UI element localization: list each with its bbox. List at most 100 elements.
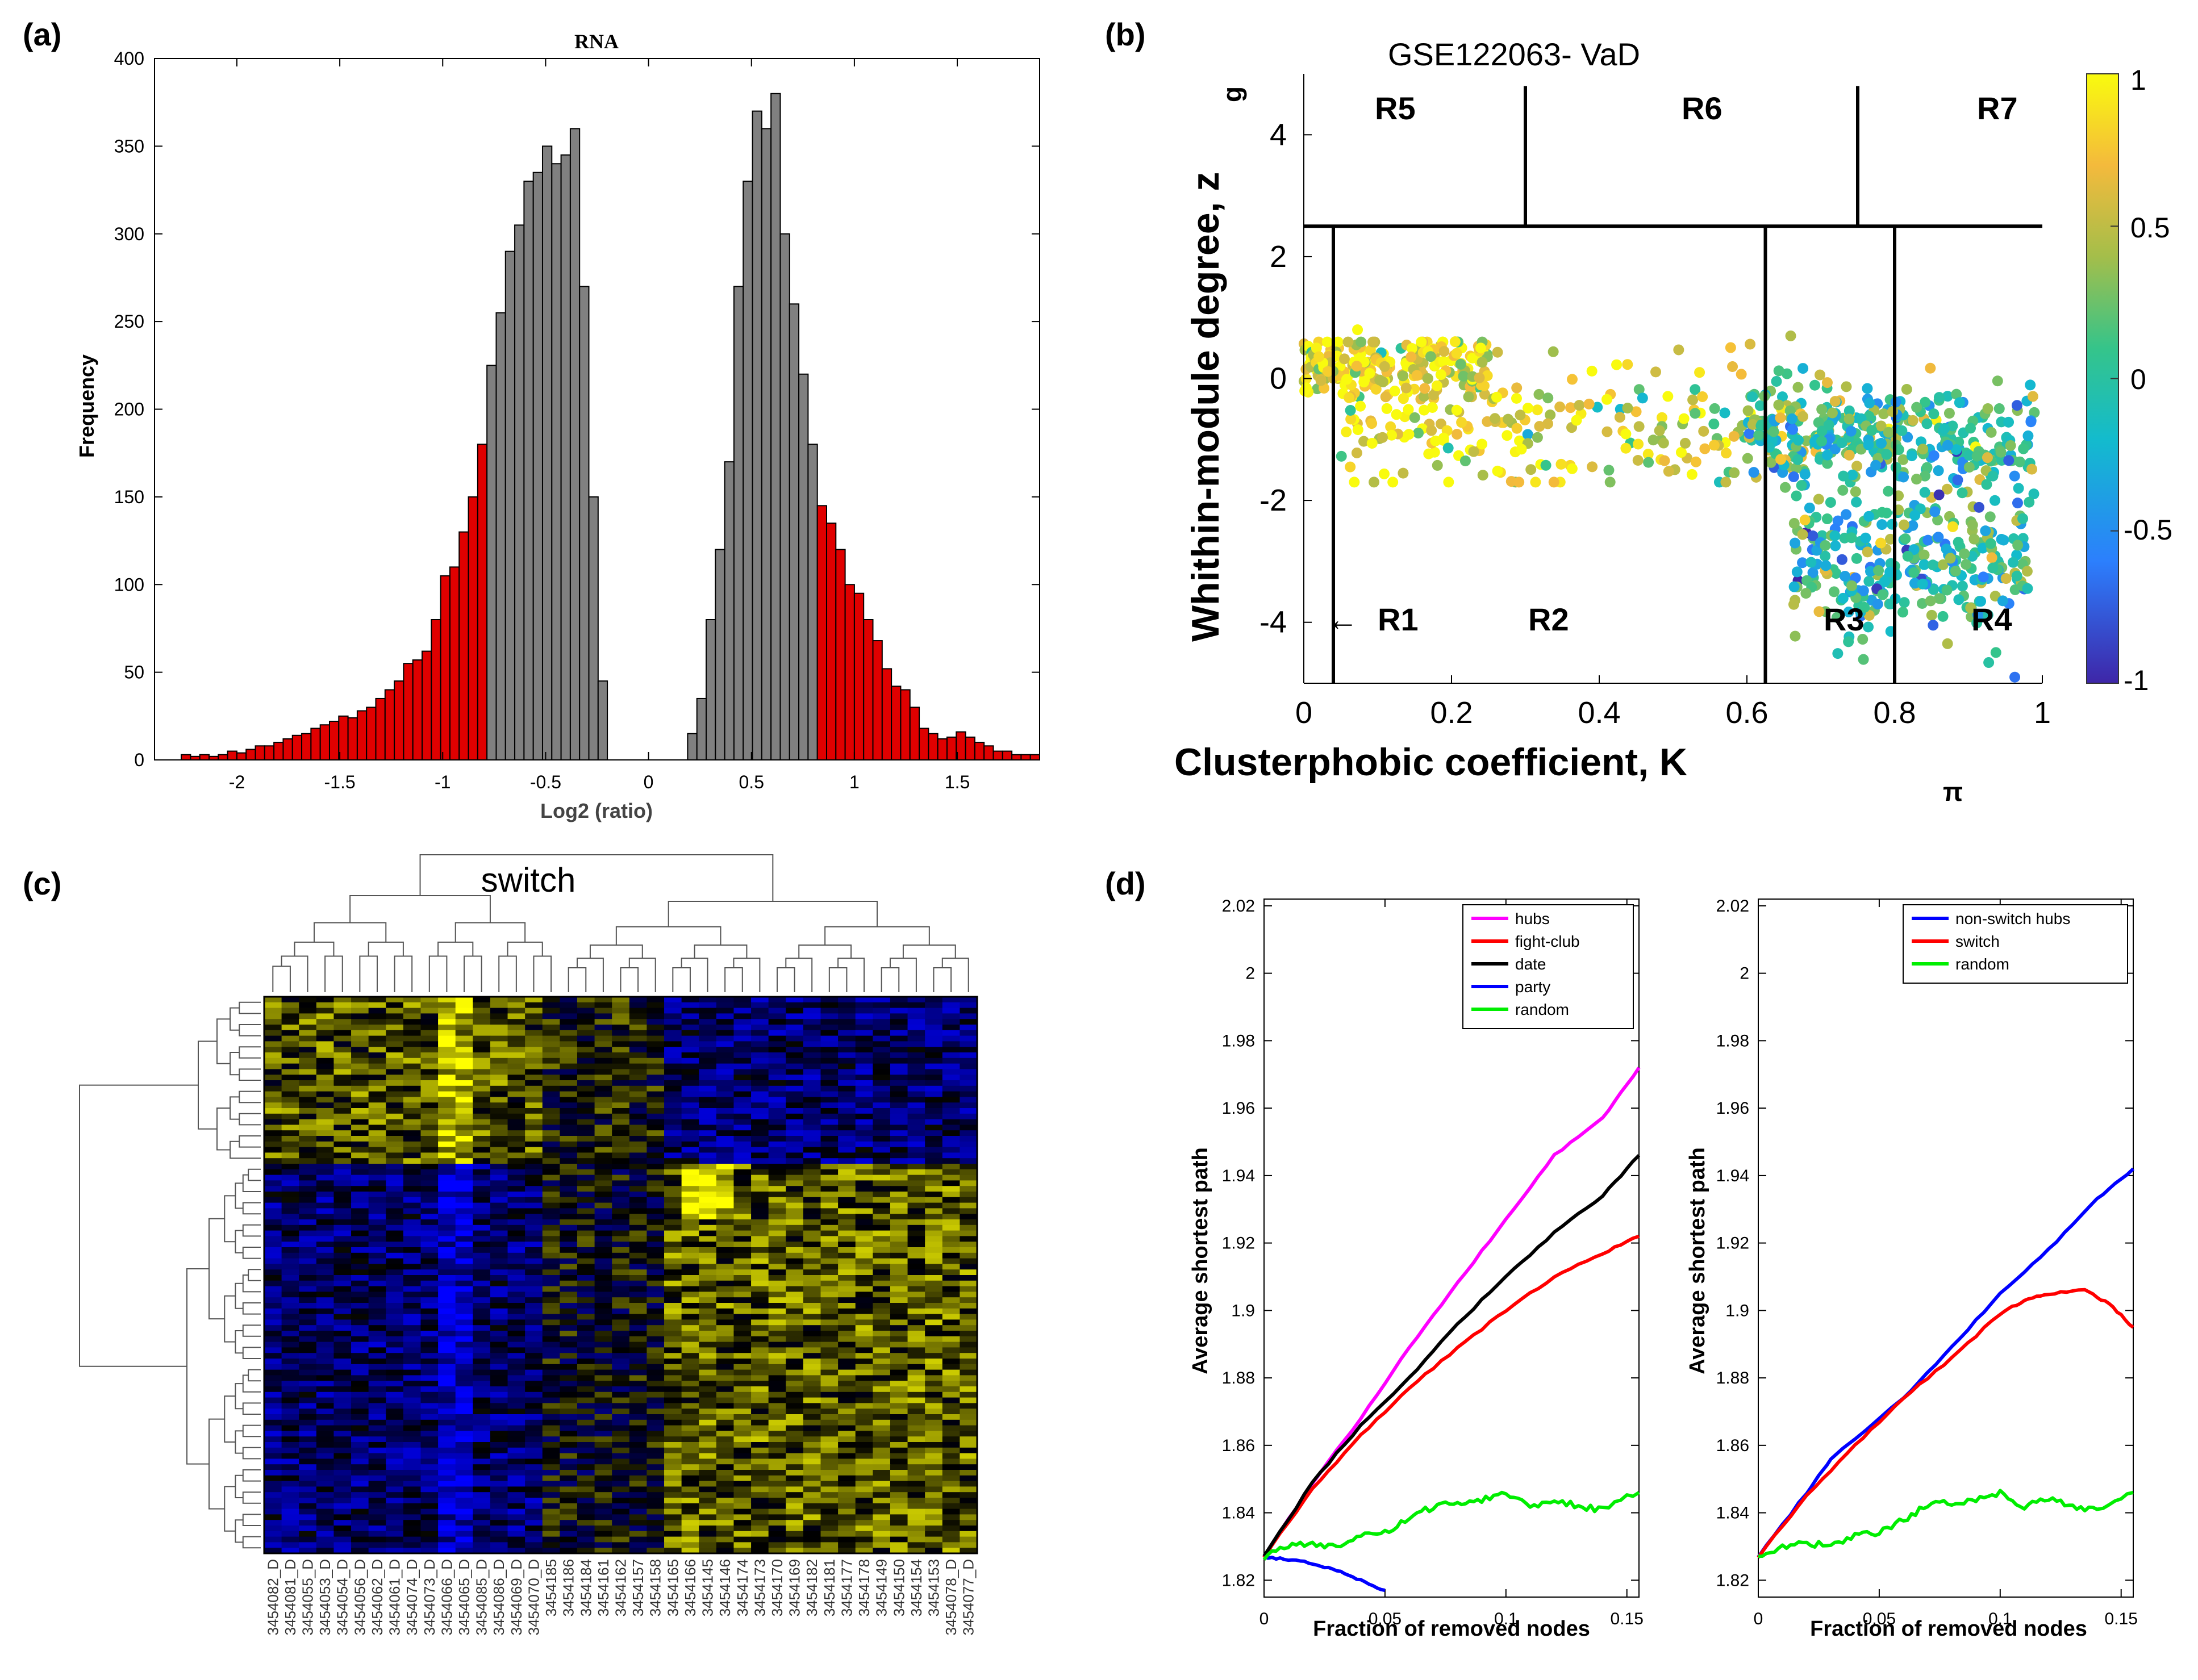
heatmap-cell [699,1013,717,1019]
heatmap-cell [925,1175,943,1181]
heatmap-cell [403,1002,421,1009]
heatmap-cell [786,1214,804,1220]
heatmap-cell [942,1275,960,1281]
heatmap-cell [281,1052,299,1059]
heatmap-cell [647,1019,665,1025]
heatmap-cell [316,1085,334,1092]
heatmap-cell [333,1247,352,1253]
heatmap-cell [820,1130,839,1136]
heatmap-cell [368,1130,386,1136]
heatmap-cell [629,1141,647,1148]
heatmap-cell [942,1286,960,1292]
heatmap-cell [803,1391,821,1398]
heatmap-cell [612,1347,630,1353]
heatmap-cell [733,1075,752,1081]
heatmap-cell [386,1447,404,1454]
scatter-point [1805,557,1817,568]
heatmap-cell [768,1058,786,1064]
heatmap-cell [960,1359,978,1365]
heatmap-cell [299,1230,317,1236]
heatmap-cell [733,1091,752,1097]
heatmap-cell [403,1292,421,1298]
heatmap-cell [420,1481,439,1487]
heatmap-cell [942,1125,960,1131]
scatter-point [1468,446,1479,457]
hist-bar [422,650,432,760]
row-dendrogram-link [242,1202,261,1215]
heatmap-cell [733,1085,752,1092]
heatmap-cell [507,1169,525,1176]
heatmap-cell [960,1225,978,1231]
heatmap-cell [594,1386,612,1393]
heatmap-cell [873,1058,891,1064]
heatmap-cell [768,1325,786,1331]
heatmap-cell [560,1197,578,1203]
heatmap-cell [490,1247,508,1253]
heatmap-cell [264,1381,282,1387]
heatmap-cell [925,1091,943,1097]
heatmap-cell [873,1447,891,1454]
heatmap-cell [577,1347,595,1353]
heatmap-cell [751,1286,769,1292]
heatmap-cell [577,1152,595,1159]
heatmap-cell [316,1331,334,1337]
heatmap-cell [699,1247,717,1253]
heatmap-cell [351,1041,369,1047]
heatmap-cell [716,1481,734,1487]
hist-bar [347,717,358,761]
hist-ytick-label: 200 [114,399,144,420]
heatmap-cell [751,1381,769,1387]
heatmap-cell [803,1275,821,1281]
heatmap-cell [699,1147,717,1153]
heatmap-cell [768,1447,786,1454]
row-dendrogram-link [239,1024,261,1037]
heatmap-cell [507,1297,525,1303]
heatmap-cell [420,1130,439,1136]
heatmap-cell [647,1319,665,1326]
heatmap-cell [890,1403,908,1409]
heatmap-cell [281,1436,299,1443]
heatmap-cell [925,1169,943,1176]
heatmap-cell [803,1414,821,1420]
heatmap-cell [960,1158,978,1164]
heatmap-cell [490,1442,508,1448]
heatmap-cell [960,1464,978,1470]
heatmap-cell [316,1264,334,1270]
heatmap-cell [873,1097,891,1103]
heatmap-cell [751,1225,769,1231]
heatmap-cell [838,1325,856,1331]
heatmap-cell [386,1475,404,1482]
heatmap-cell [960,1353,978,1359]
scatter-point [1300,382,1312,394]
heatmap-cell [420,1169,439,1176]
hist-xtick-label: -1.5 [324,772,356,792]
region-label-r2: R2 [1528,601,1569,637]
heatmap-cell [716,1102,734,1109]
region-lines [1304,86,2042,683]
heatmap-cell [629,1152,647,1159]
heatmap-cell [455,1002,473,1009]
scatter-point [1311,342,1322,354]
heatmap-cell [855,1258,873,1264]
heatmap-cell [507,1214,525,1220]
hist-bar [825,523,837,760]
heatmap-cell [629,1375,647,1381]
row-dendrogram-link [239,1001,261,1014]
heatmap-cell [420,1464,439,1470]
heatmap-cell [560,1136,578,1142]
scatter-point [1694,367,1705,378]
heatmap-cell [733,1208,752,1214]
heatmap-cell [386,1013,404,1019]
heatmap-cell [716,1297,734,1303]
heatmap-cell [542,1041,560,1047]
heatmap-cell [386,1225,404,1231]
scatter-point [1864,398,1875,409]
heatmap-cell [960,1141,978,1148]
heatmap-cell [264,1375,282,1381]
heatmap-cell [733,1264,752,1270]
scatter-point [1442,442,1454,454]
heatmap-cell [612,1214,630,1220]
heatmap-cell [577,1280,595,1287]
heatmap-cell [473,1041,491,1047]
